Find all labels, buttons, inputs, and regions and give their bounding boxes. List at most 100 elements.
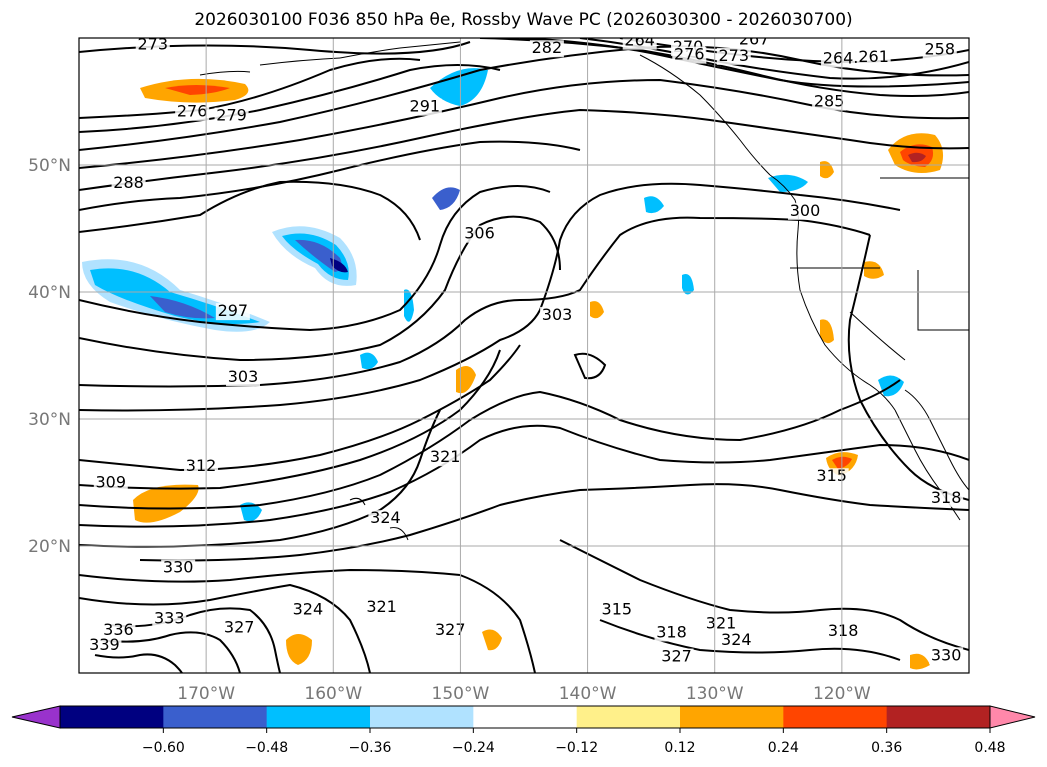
contour-coast-cluster-2	[519, 38, 969, 88]
figure-title: 2026030100 F036 850 hPa θe, Rossby Wave …	[194, 10, 853, 30]
contour-312	[79, 349, 501, 490]
contour-label-bg	[87, 637, 122, 655]
contour-label: 282	[532, 38, 563, 57]
state-border-4	[849, 311, 906, 361]
contour-label: 303	[228, 367, 259, 386]
contour-315	[79, 379, 901, 510]
coast-aleutian-1	[199, 70, 251, 76]
contour-label: 264	[624, 31, 655, 50]
coastlines	[199, 41, 969, 541]
contour-303	[79, 216, 871, 388]
colorbar-tick-label: −0.36	[349, 740, 392, 756]
contour-label: 273	[137, 34, 168, 53]
contour-label-bg	[929, 489, 964, 507]
contour-288	[79, 108, 969, 191]
colorbar-swatch	[473, 706, 578, 728]
contour-label: 315	[816, 466, 847, 485]
lat-tick-label: 20°N	[28, 537, 71, 557]
shade-gulf-alaska-neg	[430, 68, 488, 106]
contour-label: 306	[464, 224, 495, 243]
shade-small-pos-5	[820, 319, 834, 344]
contour-279	[79, 64, 501, 133]
contour-label: 267	[739, 29, 770, 48]
contour-label: 327	[224, 617, 255, 636]
contour-label: 321	[706, 614, 737, 633]
colorbar-swatch	[163, 706, 268, 728]
contour-label-bg	[929, 647, 964, 665]
contour-label-bg	[407, 98, 442, 116]
colorbar-swatch	[680, 706, 784, 728]
contour-label-bg	[716, 47, 751, 65]
contour-label-bg	[364, 599, 399, 617]
shade-aleutian-pos-inner	[165, 85, 230, 95]
contour-label: 321	[366, 597, 397, 616]
contour-300	[79, 215, 561, 362]
contour-label-bg	[111, 174, 146, 192]
contour-label: 288	[113, 173, 144, 192]
contour-label-bg	[719, 632, 754, 650]
contour-label: 315	[602, 600, 633, 619]
contour-label-bg	[226, 369, 261, 387]
shade-small-neg-3	[768, 174, 808, 192]
colorbar-swatch	[370, 706, 474, 728]
contour-label: 333	[154, 608, 185, 627]
coast-alaska-panhandle	[639, 54, 771, 176]
contour-label: 309	[96, 473, 127, 492]
contour-label: 327	[435, 620, 466, 639]
contour-label-bg	[428, 449, 463, 467]
contour-label-bg	[161, 559, 196, 577]
contour-330	[79, 583, 371, 673]
shade-lower-pos-2	[482, 629, 502, 651]
contour-label-bg	[175, 103, 210, 121]
shade-small-pos-6	[910, 653, 930, 670]
contour-label-bg	[529, 40, 564, 58]
shaded-anomaly-regions	[82, 68, 944, 670]
contour-label-bg	[368, 510, 403, 528]
contour-label-bg	[599, 601, 634, 619]
colorbar-frame	[59, 705, 991, 729]
colorbar-tick-label: −0.60	[142, 740, 185, 756]
contour-coast-cluster-1	[479, 38, 969, 97]
gridlines	[79, 38, 969, 673]
colorbar-extend-low	[11, 705, 61, 729]
contour-label-bg	[222, 619, 257, 637]
shade-small-neg-1	[432, 187, 460, 210]
contour-label: 318	[656, 622, 687, 641]
lon-tick-label: 120°W	[813, 684, 871, 704]
contour-label: 330	[931, 645, 962, 664]
lon-tick-label: 130°W	[686, 684, 744, 704]
contour-label-bg	[654, 624, 689, 642]
contour-label: 261	[858, 47, 889, 66]
colorbar-swatch	[576, 706, 681, 728]
colorbar-tick-label: −0.48	[245, 740, 288, 756]
shade-subtropical-pos	[133, 484, 199, 523]
lat-tick-labels: 50°N 40°N 30°N 20°N	[28, 156, 71, 557]
shade-small-pos-3	[820, 161, 834, 179]
lat-tick-label: 50°N	[28, 156, 71, 176]
shade-small-pos-4	[864, 261, 884, 279]
contour-label: 276	[674, 45, 705, 64]
contour-label: 303	[542, 305, 573, 324]
lon-tick-labels: 170°W 160°W 150°W 140°W 130°W 120°W	[177, 684, 871, 704]
contour-label: 324	[293, 600, 324, 619]
contour-label: 300	[790, 201, 821, 220]
contour-label: 324	[370, 508, 401, 527]
contour-label-bg	[540, 306, 575, 324]
contour-label: 264	[823, 48, 854, 67]
contour-label-bg	[622, 38, 657, 50]
shade-central-neg-core	[330, 258, 348, 273]
contour-label-bg	[814, 468, 849, 486]
contour-mid-loop	[573, 352, 607, 380]
contour-label: 297	[218, 301, 249, 320]
shade-small-pos-2	[590, 301, 604, 319]
contour-318	[79, 424, 969, 528]
contour-291	[79, 140, 581, 211]
colorbar-tick-label: 0.24	[768, 740, 799, 756]
contour-336	[99, 631, 241, 673]
lon-tick-label: 170°W	[177, 684, 235, 704]
contour-label-bg	[826, 623, 861, 641]
contour-label-bg	[659, 648, 694, 666]
shade-small-pos-1	[456, 366, 476, 394]
colorbar: −0.60 −0.48 −0.36 −0.24 −0.12 0.12 0.24 0.36 0.4…	[11, 705, 1036, 756]
